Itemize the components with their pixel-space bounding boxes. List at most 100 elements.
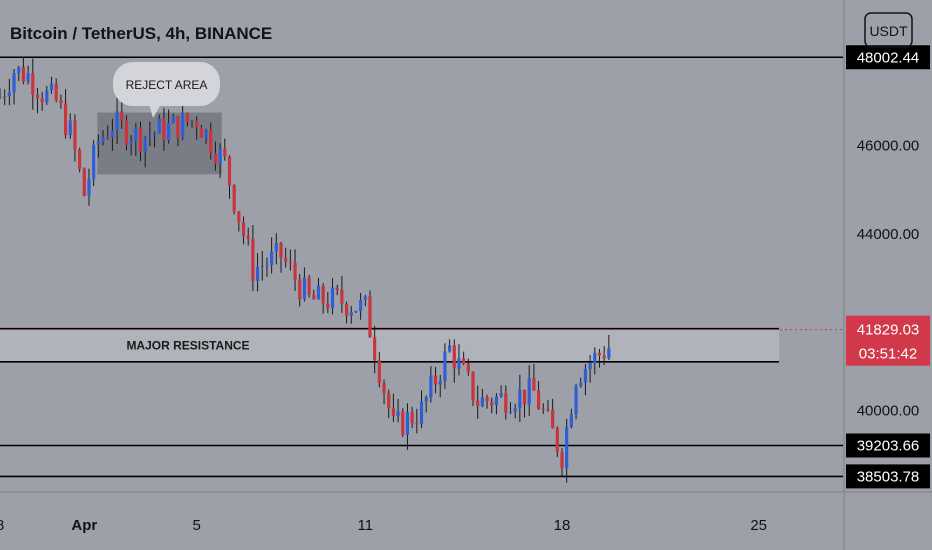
candle-body	[396, 411, 400, 417]
candle-body	[59, 100, 63, 104]
candle-body	[471, 371, 475, 401]
candle-body	[78, 149, 82, 169]
candle-body	[579, 382, 583, 387]
candle-body	[223, 148, 227, 157]
candle-body	[17, 67, 21, 74]
reject-area-callout	[113, 62, 220, 106]
candle-body	[522, 389, 527, 405]
candle-body	[7, 92, 11, 97]
candle-body	[134, 127, 138, 142]
candle-body	[401, 411, 405, 435]
level-price-tag	[846, 464, 930, 489]
candle-body	[227, 156, 232, 186]
candle-body	[181, 113, 185, 138]
candle-body	[551, 409, 555, 429]
candle-body	[0, 97, 2, 99]
level-price-tag	[846, 433, 930, 458]
reject-area-callout-tail	[149, 104, 161, 118]
candle-body	[190, 120, 194, 123]
y-tick-label: 40000.00	[857, 402, 920, 419]
candle-body	[499, 392, 503, 397]
candle-body	[237, 211, 241, 223]
candle-body	[415, 423, 419, 425]
candle-body	[565, 427, 569, 469]
candle-body	[87, 179, 91, 196]
candle-body	[373, 337, 377, 361]
candle-body	[377, 360, 381, 383]
candle-body	[218, 148, 222, 164]
candle-body	[344, 304, 349, 316]
candle-body	[213, 153, 218, 164]
x-tick-label: 25	[750, 517, 767, 534]
candle-body	[476, 400, 480, 407]
level-price-label: 38503.78	[857, 468, 920, 485]
candle-body	[508, 411, 513, 413]
candle-body	[26, 73, 30, 82]
candle-body	[330, 287, 335, 309]
chart-title: Bitcoin / TetherUS, 4h, BINANCE	[10, 24, 272, 43]
candle-body	[35, 94, 40, 99]
candle-body	[288, 261, 292, 263]
candle-body	[138, 127, 143, 153]
candle-body	[583, 368, 588, 383]
candle-body	[326, 303, 330, 309]
y-tick-label: 46000.00	[857, 138, 920, 155]
candle-body	[176, 116, 180, 138]
current-price-tag	[846, 315, 930, 366]
candle-body	[115, 111, 119, 131]
candle-body	[12, 73, 16, 93]
y-tick-label: 44000.00	[857, 226, 920, 243]
candle-body	[21, 67, 26, 82]
candle-body	[363, 296, 367, 300]
candle-body	[504, 392, 508, 413]
candle-body	[96, 141, 100, 145]
candle-body	[31, 73, 35, 95]
candle-body	[307, 277, 311, 295]
candle-body	[349, 312, 353, 316]
candle-body	[359, 299, 363, 312]
candle-body	[490, 401, 494, 406]
candle-body	[148, 135, 152, 138]
candle-body	[527, 378, 531, 405]
candle-body	[321, 285, 325, 304]
candle-body	[106, 136, 110, 138]
candle-body	[443, 351, 447, 381]
candle-body	[368, 296, 372, 338]
candle-body	[438, 380, 442, 385]
candle-body	[433, 375, 438, 385]
candle-body	[602, 355, 606, 359]
candle-body	[452, 345, 456, 369]
candle-body	[270, 251, 274, 266]
candle-body	[246, 235, 250, 239]
level-price-label: 39203.66	[857, 438, 920, 455]
candle-body	[45, 90, 49, 103]
candle-body	[448, 345, 452, 352]
candle-body	[569, 414, 573, 428]
candle-body	[195, 120, 199, 128]
candle-body	[588, 363, 592, 369]
candle-body	[462, 358, 466, 364]
candle-body	[143, 137, 147, 153]
candle-body	[284, 257, 288, 262]
candle-body	[607, 348, 611, 359]
candle-body	[466, 363, 470, 372]
level-price-tag	[846, 45, 930, 70]
candle-body	[532, 378, 536, 391]
candle-body	[419, 401, 424, 424]
candle-body	[68, 120, 72, 136]
candle-body	[293, 262, 297, 280]
x-tick-label: 18	[554, 517, 571, 534]
candle-body	[255, 266, 260, 281]
candle-body	[40, 98, 44, 103]
candle-body	[335, 287, 339, 290]
candle-body	[260, 266, 264, 268]
candle-body	[49, 83, 54, 91]
candle-body	[560, 452, 564, 469]
candle-body	[232, 185, 236, 212]
candle-body	[391, 408, 395, 417]
candle-body	[209, 130, 213, 154]
x-tick-label: 5	[193, 517, 201, 534]
currency-button[interactable]: USDT	[864, 12, 913, 48]
candle-body	[73, 120, 77, 150]
